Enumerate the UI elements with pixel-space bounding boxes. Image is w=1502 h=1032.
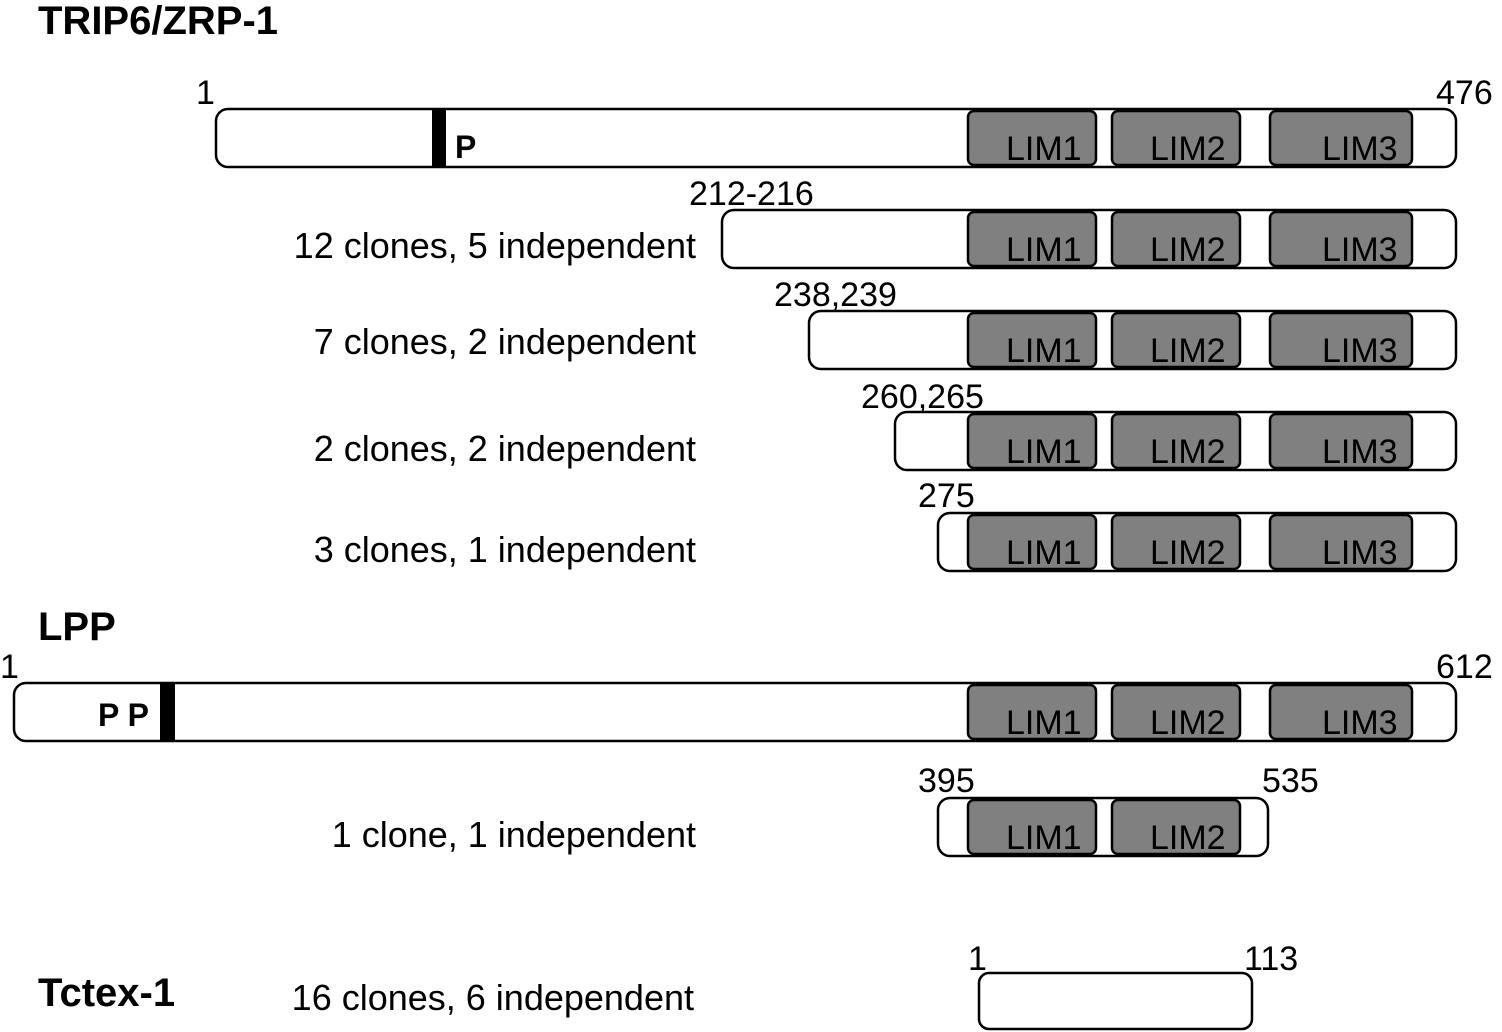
svg-text:LIM3: LIM3 [1322,231,1398,269]
svg-text:LIM2: LIM2 [1150,819,1226,857]
trip6-black-marker [432,109,446,167]
svg-text:LIM1: LIM1 [1006,534,1082,572]
trip6-full-lim2: LIM2 [1110,109,1242,168]
lpp-clone-start-label: 395 [918,762,975,800]
tctex-clone-count: 16 clones, 6 independent [292,977,694,1018]
trip6-clone4-lim2: LIM2 [1110,513,1242,572]
trip6-clone1-lim3: LIM3 [1268,210,1414,269]
svg-text:LIM1: LIM1 [1006,130,1082,168]
svg-text:LIM1: LIM1 [1006,819,1082,857]
trip6-clone3-lim3: LIM3 [1268,412,1414,471]
trip6-clone1-lim1: LIM1 [966,210,1098,269]
trip6-clone4-lim3: LIM3 [1268,513,1414,572]
trip6-clone4-count: 3 clones, 1 independent [314,529,696,570]
svg-text:LIM2: LIM2 [1150,433,1226,471]
svg-text:LIM3: LIM3 [1322,704,1398,742]
svg-text:LIM1: LIM1 [1006,704,1082,742]
lpp-clone-lim2: LIM2 [1110,798,1242,857]
trip6-clone2-lim3: LIM3 [1268,311,1414,370]
lpp-full-lim2: LIM2 [1110,683,1242,742]
trip6-full-lim3: LIM3 [1268,109,1414,168]
svg-text:LIM3: LIM3 [1322,433,1398,471]
tctex-bar [977,971,1254,1031]
trip6-clone1-lim2: LIM2 [1110,210,1242,269]
lpp-black-marker [160,683,175,741]
trip6-clone2-count: 7 clones, 2 independent [314,321,696,362]
trip6-clone1-position: 212-216 [689,175,814,213]
lpp-clone-count: 1 clone, 1 independent [332,814,696,855]
trip6-clone3-position: 260,265 [861,378,984,416]
lpp-end-label: 612 [1436,648,1493,686]
svg-text:LIM1: LIM1 [1006,332,1082,370]
lpp-title: LPP [38,605,116,649]
lpp-full-lim3: LIM3 [1268,683,1414,742]
trip6-clone3-lim1: LIM1 [966,412,1098,471]
tctex-start-label: 1 [968,940,987,978]
trip6-clone3-lim2: LIM2 [1110,412,1242,471]
svg-text:LIM2: LIM2 [1150,231,1226,269]
trip6-title: TRIP6/ZRP-1 [38,0,278,43]
trip6-clone4-lim1: LIM1 [966,513,1098,572]
lpp-full-lim1: LIM1 [966,683,1098,742]
trip6-start-label: 1 [196,74,215,112]
svg-text:LIM2: LIM2 [1150,332,1226,370]
svg-text:LIM3: LIM3 [1322,130,1398,168]
lpp-clone-lim1: LIM1 [966,798,1098,857]
trip6-clone2-position: 238,239 [774,276,897,314]
svg-text:LIM2: LIM2 [1150,534,1226,572]
trip6-clone4-position: 275 [918,477,975,515]
svg-text:LIM2: LIM2 [1150,130,1226,168]
svg-text:LIM3: LIM3 [1322,534,1398,572]
svg-text:LIM3: LIM3 [1322,332,1398,370]
svg-text:LIM1: LIM1 [1006,433,1082,471]
trip6-clone2-lim1: LIM1 [966,311,1098,370]
lpp-proline-motif: P P [98,697,149,733]
lpp-start-label: 1 [0,648,19,686]
trip6-clone3-count: 2 clones, 2 independent [314,428,696,469]
svg-text:LIM2: LIM2 [1150,704,1226,742]
trip6-full-lim1: LIM1 [966,109,1098,168]
trip6-clone2-lim2: LIM2 [1110,311,1242,370]
trip6-proline-motif: P [455,129,476,165]
svg-text:LIM1: LIM1 [1006,231,1082,269]
tctex-end-label: 113 [1244,940,1298,978]
trip6-end-label: 476 [1436,74,1493,112]
tctex-title: Tctex-1 [38,971,175,1015]
lpp-clone-end-label: 535 [1262,762,1319,800]
trip6-clone1-count: 12 clones, 5 independent [294,225,696,266]
